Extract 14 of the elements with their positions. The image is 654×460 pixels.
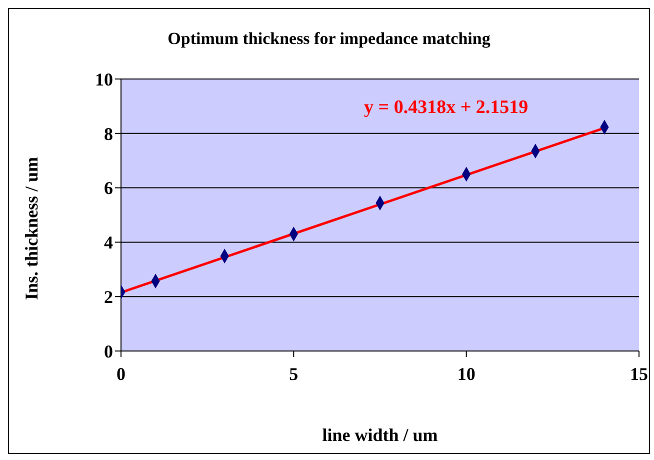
y-tick-label: 10 — [95, 69, 113, 90]
x-tick-label: 15 — [630, 364, 648, 384]
annotation: y = 0.4318x + 2.1519 — [364, 97, 528, 119]
x-tick-label: 5 — [289, 364, 298, 384]
x-tick-label: 0 — [116, 364, 126, 384]
y-tick-label: 6 — [104, 178, 113, 198]
x-axis-title: line width / um — [322, 425, 438, 445]
chart-title: Optimum thickness for impedance matching — [166, 29, 492, 49]
x-tick-label: 10 — [457, 364, 476, 384]
y-tick-label: 0 — [104, 341, 113, 362]
y-tick-label: 4 — [104, 232, 113, 253]
y-tick-label: 8 — [104, 124, 113, 144]
y-axis-title: Ins. thickness / um — [21, 156, 42, 300]
y-tick-label: 2 — [104, 286, 113, 307]
